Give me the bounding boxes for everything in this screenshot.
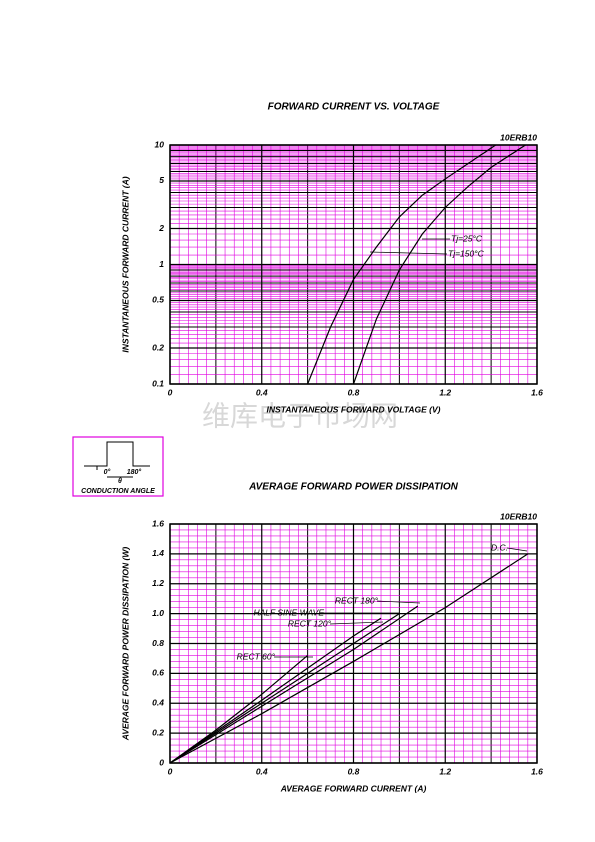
y-tick-label: 1.2 — [152, 578, 164, 588]
annotation: 10ERB10 — [500, 132, 537, 142]
x-tick-label: 1.2 — [439, 766, 451, 776]
series-line — [169, 605, 419, 764]
plot-frame — [169, 523, 538, 764]
y-axis-label: INSTANTANEOUS FORWARD CURRENT (A) — [120, 176, 130, 352]
y-tick-label: 0.1 — [152, 378, 164, 388]
y-tick-label: 0.2 — [152, 727, 164, 737]
series-line — [169, 654, 309, 764]
y-tick-label: 10 — [155, 139, 165, 149]
inset-frame — [72, 436, 164, 497]
annotation: 10ERB10 — [500, 511, 537, 521]
y-tick-label: 0 — [159, 757, 164, 767]
y-tick-label: 0.8 — [152, 638, 164, 648]
series-line — [169, 553, 529, 764]
y-tick-label: 1.6 — [152, 518, 164, 528]
y-tick-label: 1.4 — [152, 548, 164, 558]
series-line — [169, 617, 382, 764]
conduction-inset: 0° 180° θ CONDUCTION ANGLE — [72, 436, 164, 497]
x-tick-label: 0 — [168, 387, 173, 397]
chart-title: FORWARD CURRENT VS. VOLTAGE — [268, 102, 440, 113]
x-axis-label: INSTANTANEOUS FORWARD VOLTAGE (V) — [267, 404, 441, 414]
x-tick-label: 0.4 — [256, 766, 268, 776]
label-leader — [376, 600, 421, 604]
series-line — [169, 613, 400, 764]
series-label: D.C. — [491, 542, 508, 552]
y-tick-label: 0.2 — [152, 342, 164, 352]
series-label: RECT 60° — [237, 651, 276, 661]
inset-angle: θ — [118, 478, 122, 485]
y-tick-label: 1 — [159, 259, 164, 269]
series-line — [352, 144, 526, 385]
watermark: 维库电子市场网 — [202, 400, 398, 433]
series-label: HALF SINE WAVE — [253, 607, 324, 617]
y-tick-label: 1.0 — [152, 608, 164, 618]
y-tick-label: 0.5 — [152, 295, 164, 305]
x-axis-label: AVERAGE FORWARD CURRENT (A) — [280, 783, 427, 793]
y-tick-label: 0.4 — [152, 698, 164, 708]
y-tick-label: 2 — [158, 223, 164, 233]
y-axis-label: AVERAGE FORWARD POWER DISSIPATION (W) — [120, 547, 130, 742]
x-tick-label: 1.2 — [439, 387, 451, 397]
inset-end: 180° — [127, 468, 142, 476]
chart-title: AVERAGE FORWARD POWER DISSIPATION — [248, 482, 458, 493]
y-tick-label: 0.6 — [152, 668, 164, 678]
series-label: RECT 120° — [288, 618, 332, 628]
series-label: RECT 180° — [335, 595, 379, 605]
label-leader — [329, 621, 384, 625]
series-label: Tj=25°C — [451, 233, 483, 243]
x-tick-label: 1.6 — [531, 387, 543, 397]
inset-wave — [84, 441, 150, 467]
inset-start: 0° — [104, 468, 111, 476]
x-tick-label: 0.4 — [256, 387, 268, 397]
label-leader — [369, 251, 448, 255]
x-tick-label: 1.6 — [531, 766, 543, 776]
x-tick-label: 0 — [168, 766, 173, 776]
inset-caption: CONDUCTION ANGLE — [81, 488, 155, 495]
y-tick-label: 5 — [159, 175, 164, 185]
label-leader — [506, 547, 528, 552]
series-label: Tj=150°C — [448, 248, 485, 258]
x-tick-label: 0.8 — [348, 387, 360, 397]
x-tick-label: 0.8 — [348, 766, 360, 776]
series-line — [307, 144, 497, 385]
